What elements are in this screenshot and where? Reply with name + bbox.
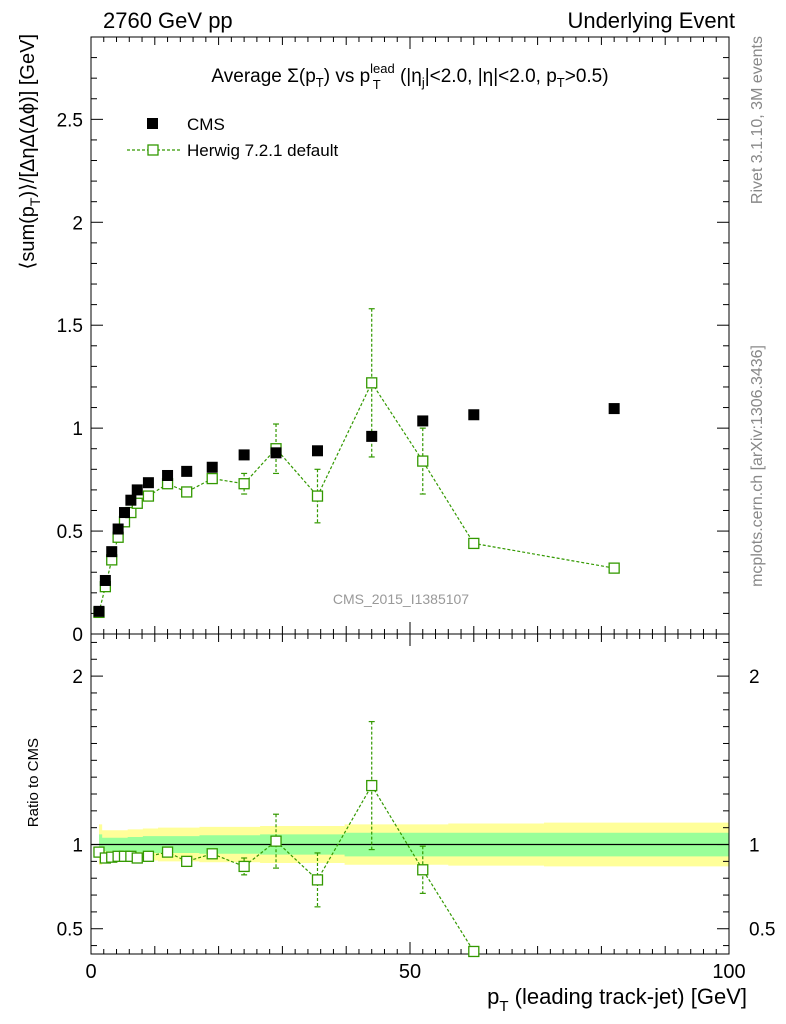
title-lead-sup: lead	[370, 61, 395, 76]
herwig-point	[238, 478, 250, 490]
ratio-herwig-point	[131, 852, 143, 864]
herwig-point	[366, 377, 378, 389]
herwig-point	[142, 490, 155, 502]
cms-point	[206, 461, 218, 473]
herwig-line	[98, 381, 615, 613]
title-cuts3: >0.5)	[565, 66, 609, 87]
main-y-tick-label: 1.5	[57, 316, 83, 337]
ratio-herwig-point	[161, 846, 174, 858]
title-j-sub: j	[421, 75, 425, 90]
cms-point	[608, 403, 620, 415]
ratio-herwig-point	[142, 850, 155, 862]
cms-point	[270, 447, 282, 459]
cms-point	[417, 415, 429, 427]
cms-point	[118, 507, 130, 519]
herwig-point	[468, 537, 480, 550]
ratio-y-tick-label: 1	[72, 836, 83, 857]
ratio-axis-ticks	[90, 634, 730, 954]
cms-point	[142, 477, 154, 489]
title-t-sub2: T	[373, 77, 381, 92]
cms-point	[181, 465, 193, 477]
ylabel-sub: T	[27, 197, 43, 206]
legend-cms-marker	[147, 118, 158, 129]
herwig-point	[206, 472, 218, 485]
legend-mc-label: Herwig 7.2.1 default	[187, 141, 338, 160]
ratio-y-tick-label: 2	[72, 667, 83, 688]
mcplots-label: mcplots.cern.ch [arXiv:1306.3436]	[749, 345, 766, 587]
header-right: Underlying Event	[567, 8, 735, 33]
main-y-tick-label: 1	[72, 419, 83, 440]
title-vs: vs p	[330, 66, 370, 87]
herwig-point	[417, 455, 429, 467]
main-series-cms	[93, 403, 620, 617]
herwig-point	[311, 490, 324, 502]
ratio-herwig-point	[206, 848, 218, 860]
x-tick-label: 50	[399, 961, 421, 983]
xlabel-part-b: (leading track-jet) [GeV]	[509, 984, 747, 1009]
plot-title: Average Σ(pT) vs plead T (|ηj|<2.0, |η|<2…	[211, 61, 608, 92]
main-y-tick-label: 0.5	[57, 522, 83, 543]
x-axis-label: pT (leading track-jet) [GeV]	[487, 984, 747, 1015]
title-cuts2: |<2.0, |η|<2.0, p	[425, 66, 557, 87]
title-average: Average	[211, 66, 287, 87]
title-cuts1: (|η	[395, 66, 422, 87]
cms-point	[93, 605, 105, 617]
cms-point	[131, 484, 143, 496]
main-panel: 00.511.522.5 Average Σ(pT) vs plead T (|η…	[57, 36, 730, 646]
main-y-tick-label: 2	[72, 213, 83, 234]
title-t-sub: T	[316, 75, 324, 90]
cms-point	[238, 449, 250, 461]
title-close: )	[324, 66, 330, 87]
ratio-herwig-point	[270, 835, 282, 847]
ratio-herwig-point	[417, 864, 429, 876]
main-y-tick-label: 0	[72, 625, 83, 646]
cms-point	[162, 469, 174, 481]
ratio-y-tick-label-right: 2	[749, 667, 760, 688]
x-tick-labels: 0 50 100	[85, 961, 745, 983]
cms-point	[366, 430, 378, 442]
ratio-y-tick-labels: 0.5 0.5 1 1 2 2	[57, 667, 776, 941]
main-axis-ticks	[90, 36, 730, 635]
cms-point	[99, 574, 111, 586]
cms-point	[106, 546, 118, 558]
cms-point	[468, 409, 480, 421]
legend-mc-marker	[147, 144, 159, 156]
ratio-herwig-point	[238, 860, 250, 873]
ratio-y-tick-label-right: 0.5	[749, 920, 775, 941]
ratio-herwig-point	[181, 855, 193, 868]
x-tick-label: 0	[85, 961, 96, 983]
title-t-sub3: T	[557, 75, 565, 90]
ratio-herwig-point	[311, 874, 324, 886]
main-y-label: ⟨sum(pT)⟩/[ΔηΔ(Δϕ)] [GeV]	[17, 34, 43, 269]
herwig-point	[608, 562, 620, 574]
ylabel-part-b: )⟩/[ΔηΔ(Δϕ)] [GeV]	[17, 34, 39, 198]
cms-point	[112, 523, 124, 535]
legend: CMS Herwig 7.2.1 default	[127, 115, 338, 160]
ratio-frame	[90, 633, 730, 955]
ratio-series-herwig	[93, 720, 480, 958]
ratio-y-tick-label-right: 1	[749, 836, 760, 857]
main-y-tick-labels: 0 0.5 1 1.5 2 2.5	[57, 110, 83, 646]
x-tick-label: 100	[712, 961, 745, 983]
main-y-tick-label: 2.5	[57, 110, 83, 131]
cms-point	[125, 494, 137, 506]
legend-cms-label: CMS	[187, 115, 225, 134]
herwig-point	[181, 486, 193, 498]
title-sigma: Σ(p	[287, 66, 316, 87]
cms-point	[311, 445, 323, 457]
ratio-herwig-point	[468, 945, 480, 958]
ylabel-part-a: ⟨sum(p	[17, 206, 39, 269]
main-series-herwig	[93, 308, 620, 619]
ratio-herwig-point	[366, 779, 378, 792]
rivet-label: Rivet 3.1.10, 3M events	[749, 36, 766, 204]
ratio-panel: 0.5 0.5 1 1 2 2 0 50 100	[57, 633, 776, 983]
header-left: 2760 GeV pp	[103, 8, 233, 33]
analysis-watermark: CMS_2015_I1385107	[333, 591, 469, 607]
ratio-y-label: Ratio to CMS	[25, 738, 42, 827]
xlabel-sub: T	[499, 998, 508, 1015]
ratio-y-tick-label: 0.5	[57, 920, 83, 941]
ratio-herwig-point	[93, 846, 105, 858]
xlabel-part-a: p	[487, 984, 499, 1009]
